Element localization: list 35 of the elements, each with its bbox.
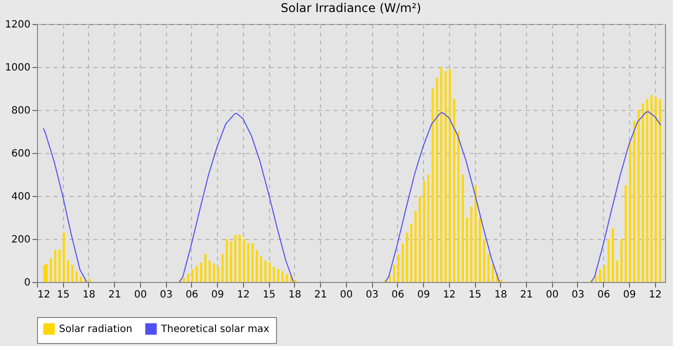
x-tick-label: 00 [340, 290, 353, 300]
y-tick-label: 400 [11, 192, 30, 202]
y-tick-label: 1000 [5, 62, 30, 74]
x-tick-label: 03 [572, 290, 584, 300]
y-tick-label: 800 [11, 106, 30, 116]
x-tick-label: 06 [391, 290, 404, 300]
legend-label: Solar radiation [59, 324, 132, 335]
x-tick-label: 12 [38, 290, 50, 300]
y-tick-label: 1200 [5, 20, 30, 30]
x-tick-label: 03 [366, 290, 378, 300]
x-tick-label: 21 [520, 290, 533, 300]
x-tick-label: 15 [262, 290, 276, 300]
y-tick-label: 0 [24, 278, 30, 288]
x-tick-label: 21 [108, 290, 122, 300]
chart-title: Solar Irradiance (W/m²) [280, 1, 422, 15]
x-tick-label: 15 [468, 290, 482, 300]
legend-label: Theoretical solar max [160, 324, 270, 335]
x-tick-label: 18 [288, 290, 302, 300]
x-tick-label: 09 [623, 290, 636, 300]
x-tick-label: 06 [597, 290, 610, 300]
x-tick-label: 12 [442, 290, 456, 300]
x-tick-label: 09 [417, 290, 430, 300]
x-tick-label: 03 [160, 290, 173, 300]
x-tick-label: 21 [314, 290, 327, 300]
x-tick-label: 12 [648, 290, 662, 300]
x-tick-label: 09 [211, 290, 224, 300]
x-tick-label: 18 [494, 290, 508, 300]
x-tick-label: 00 [134, 290, 147, 300]
x-tick-label: 18 [82, 290, 96, 300]
x-tick-label: 15 [56, 290, 70, 300]
y-tick-label: 600 [11, 148, 30, 160]
x-tick-label: 06 [186, 290, 198, 300]
y-tick-label: 200 [11, 234, 30, 246]
x-tick-label: 12 [237, 290, 250, 300]
x-tick-label: 00 [546, 290, 559, 300]
